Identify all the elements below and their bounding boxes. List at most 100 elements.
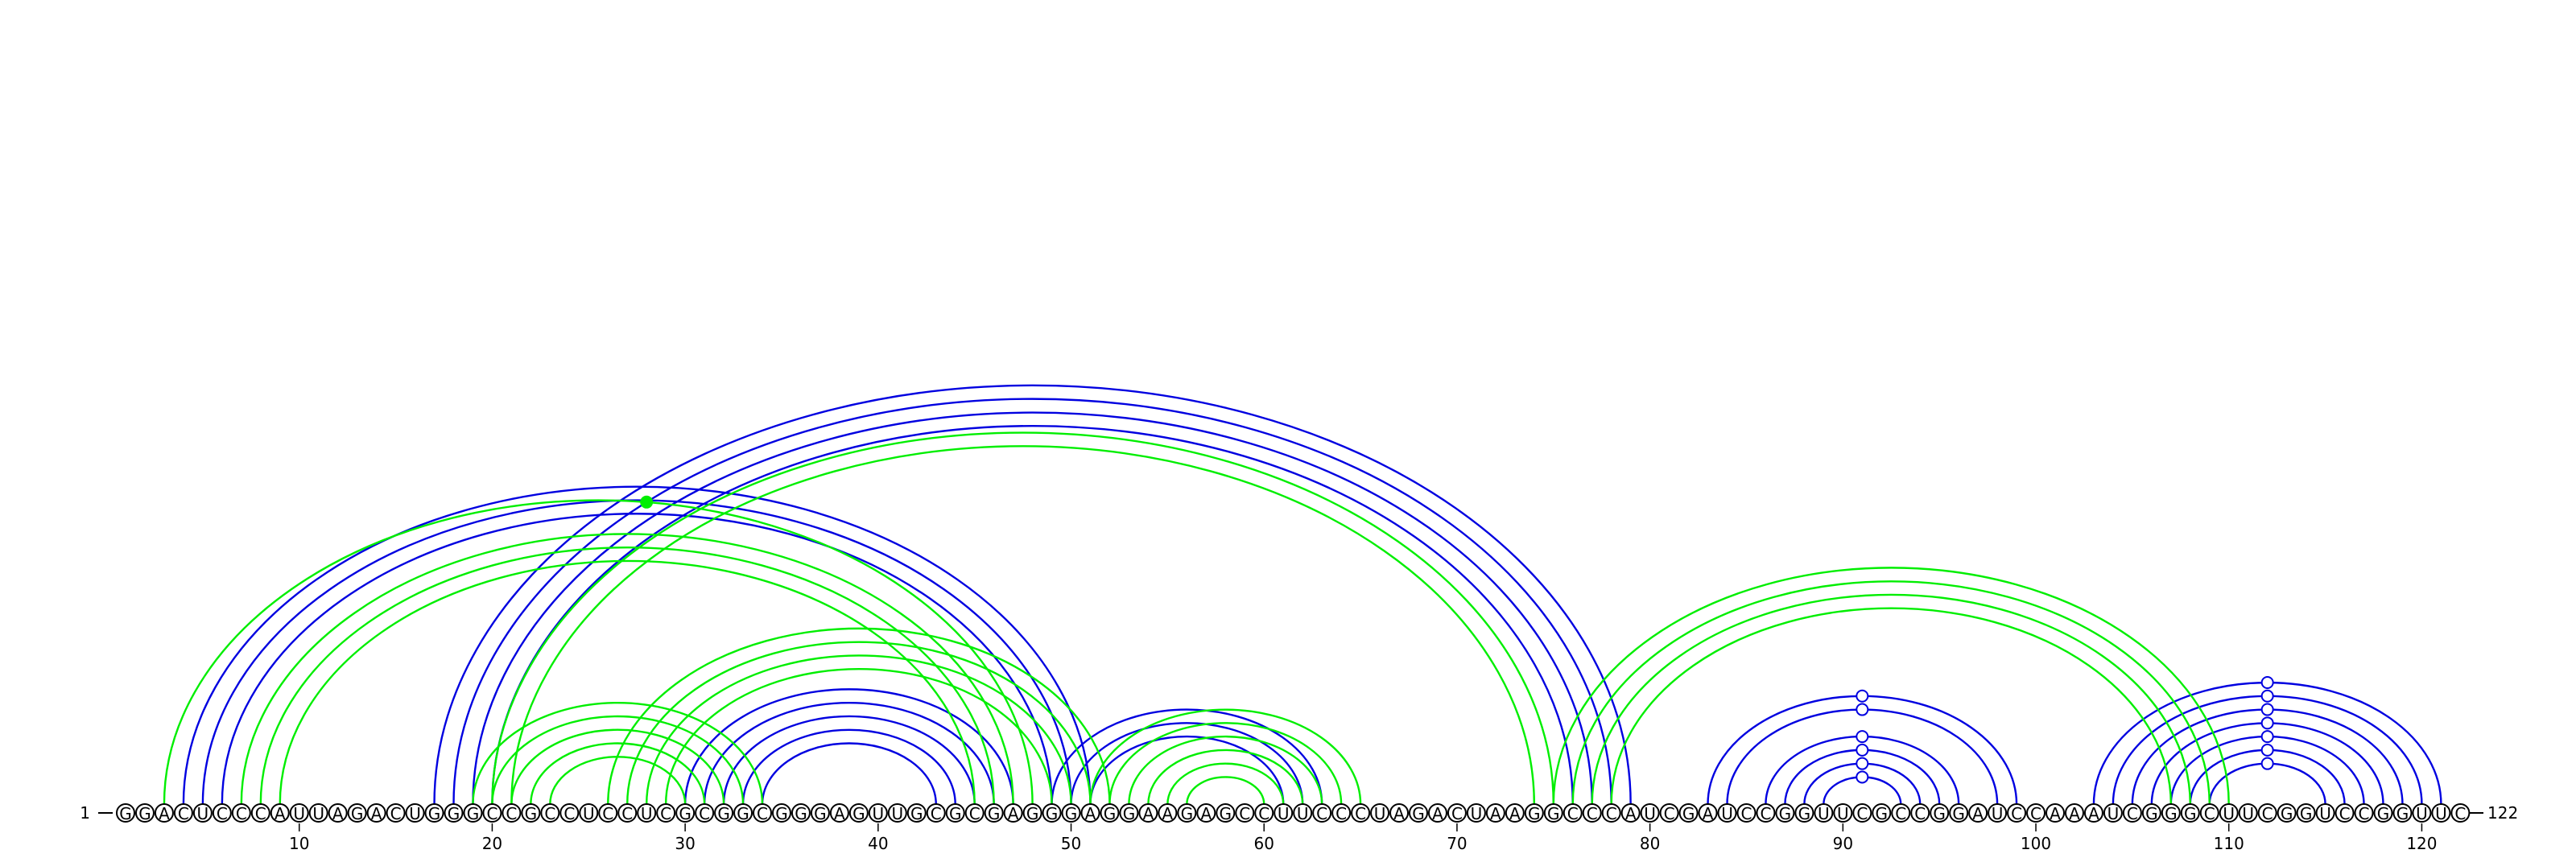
base-letter-104: U — [2107, 804, 2120, 823]
base-circle-72 — [1485, 803, 1505, 823]
base-circle-11 — [308, 803, 328, 823]
base-circle-87 — [1775, 803, 1795, 823]
base-letter-43: C — [931, 804, 942, 823]
base-circle-92 — [1872, 803, 1892, 823]
base-letter-69: A — [1432, 804, 1443, 823]
base-circle-30 — [675, 803, 696, 823]
base-letter-6: C — [217, 804, 228, 823]
base-circle-79 — [1620, 803, 1641, 823]
base-letter-18: G — [448, 804, 460, 823]
base-letter-99: C — [2011, 804, 2022, 823]
base-letter-51: A — [1085, 804, 1096, 823]
base-circle-21 — [502, 803, 522, 823]
base-circle-86 — [1756, 803, 1776, 823]
base-circle-28 — [637, 803, 657, 823]
upper-arc-19-77 — [472, 411, 1593, 805]
base-letter-42: G — [910, 804, 923, 823]
base-circle-31 — [695, 803, 715, 823]
base-circle-111 — [2238, 803, 2258, 823]
base-letter-88: G — [1798, 804, 1811, 823]
base-letter-21: C — [506, 804, 517, 823]
base-letter-29: C — [660, 804, 671, 823]
hollow-marker-91-0 — [1856, 689, 1869, 703]
base-circle-59 — [1235, 803, 1255, 823]
base-circle-118 — [2373, 803, 2393, 823]
base-letter-96: G — [1952, 804, 1965, 823]
base-letter-95: G — [1933, 804, 1946, 823]
base-circle-46 — [984, 803, 1004, 823]
base-letter-66: U — [1374, 804, 1386, 823]
upper-arc-49-63 — [1051, 708, 1323, 805]
base-circle-49 — [1042, 803, 1062, 823]
base-circle-19 — [463, 803, 483, 823]
base-circle-77 — [1582, 803, 1602, 823]
base-circle-119 — [2392, 803, 2413, 823]
base-circle-43 — [926, 803, 946, 823]
base-letter-85: C — [1740, 804, 1752, 823]
base-circle-71 — [1466, 803, 1486, 823]
base-circle-29 — [656, 803, 676, 823]
base-letter-68: G — [1412, 804, 1425, 823]
base-letter-67: A — [1393, 804, 1405, 823]
base-circle-85 — [1736, 803, 1757, 823]
base-letter-26: C — [602, 804, 613, 823]
base-circle-80 — [1640, 803, 1660, 823]
base-letter-11: U — [312, 804, 324, 823]
base-circle-105 — [2122, 803, 2142, 823]
hollow-marker-91-2 — [1856, 730, 1869, 744]
base-letter-25: U — [583, 804, 595, 823]
base-circle-64 — [1331, 803, 1352, 823]
base-letter-23: C — [544, 804, 555, 823]
base-letter-9: A — [275, 804, 286, 823]
base-circle-39 — [848, 803, 869, 823]
upper-arc-6-49 — [221, 513, 1053, 805]
base-circle-107 — [2161, 803, 2181, 823]
base-circle-56 — [1177, 803, 1197, 823]
base-circle-7 — [231, 803, 251, 823]
lower-arc-21-74 — [510, 445, 1536, 805]
base-letter-49: G — [1046, 804, 1059, 823]
tick-label-50: 50 — [1061, 834, 1081, 853]
base-circle-113 — [2277, 803, 2297, 823]
base-circle-90 — [1833, 803, 1853, 823]
base-circle-10 — [289, 803, 309, 823]
base-letter-22: G — [525, 804, 538, 823]
base-letter-31: C — [699, 804, 710, 823]
base-letter-16: U — [409, 804, 421, 823]
base-letter-79: A — [1625, 804, 1637, 823]
base-letter-64: C — [1335, 804, 1347, 823]
base-circle-103 — [2083, 803, 2103, 823]
lower-arc-7-47 — [240, 533, 1014, 805]
base-letter-108: G — [2184, 804, 2197, 823]
base-letter-75: G — [1547, 804, 1560, 823]
base-letter-73: A — [1509, 804, 1521, 823]
base-letter-36: G — [795, 804, 807, 823]
base-letter-101: A — [2050, 804, 2061, 823]
lower-arc-22-31 — [530, 742, 706, 805]
base-letter-90: U — [1837, 804, 1849, 823]
hollow-marker-112-4 — [2260, 730, 2274, 744]
base-letter-53: G — [1123, 804, 1136, 823]
base-letter-76: C — [1567, 804, 1579, 823]
start-label: 1 — [80, 803, 90, 823]
lower-arc-54-62 — [1147, 749, 1304, 805]
upper-arc-5-50 — [201, 499, 1072, 805]
base-letter-34: C — [757, 804, 768, 823]
lower-arc-19-34 — [472, 702, 764, 805]
filled-marker-28-0 — [640, 495, 654, 509]
base-circle-5 — [192, 803, 213, 823]
base-letter-97: A — [1972, 804, 1984, 823]
base-letter-80: U — [1644, 804, 1656, 823]
base-letter-78: C — [1606, 804, 1617, 823]
base-circle-112 — [2257, 803, 2277, 823]
hollow-marker-112-2 — [2260, 703, 2274, 716]
lower-arc-23-30 — [549, 756, 687, 805]
base-letter-98: U — [1992, 804, 2004, 823]
base-circle-16 — [405, 803, 425, 823]
tick-label-80: 80 — [1640, 834, 1660, 853]
base-circle-23 — [540, 803, 560, 823]
lower-arc-76-109 — [1571, 580, 2211, 805]
base-letter-55: A — [1162, 804, 1174, 823]
base-letter-4: C — [178, 804, 189, 823]
base-letter-119: G — [2396, 804, 2409, 823]
